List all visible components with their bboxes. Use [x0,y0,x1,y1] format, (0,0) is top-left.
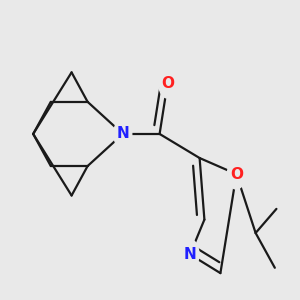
Circle shape [181,239,199,269]
Text: N: N [116,126,129,141]
Text: O: O [230,167,243,182]
Text: O: O [161,76,174,91]
Circle shape [227,159,245,189]
Circle shape [114,119,132,149]
Circle shape [159,68,177,98]
Text: N: N [184,247,196,262]
